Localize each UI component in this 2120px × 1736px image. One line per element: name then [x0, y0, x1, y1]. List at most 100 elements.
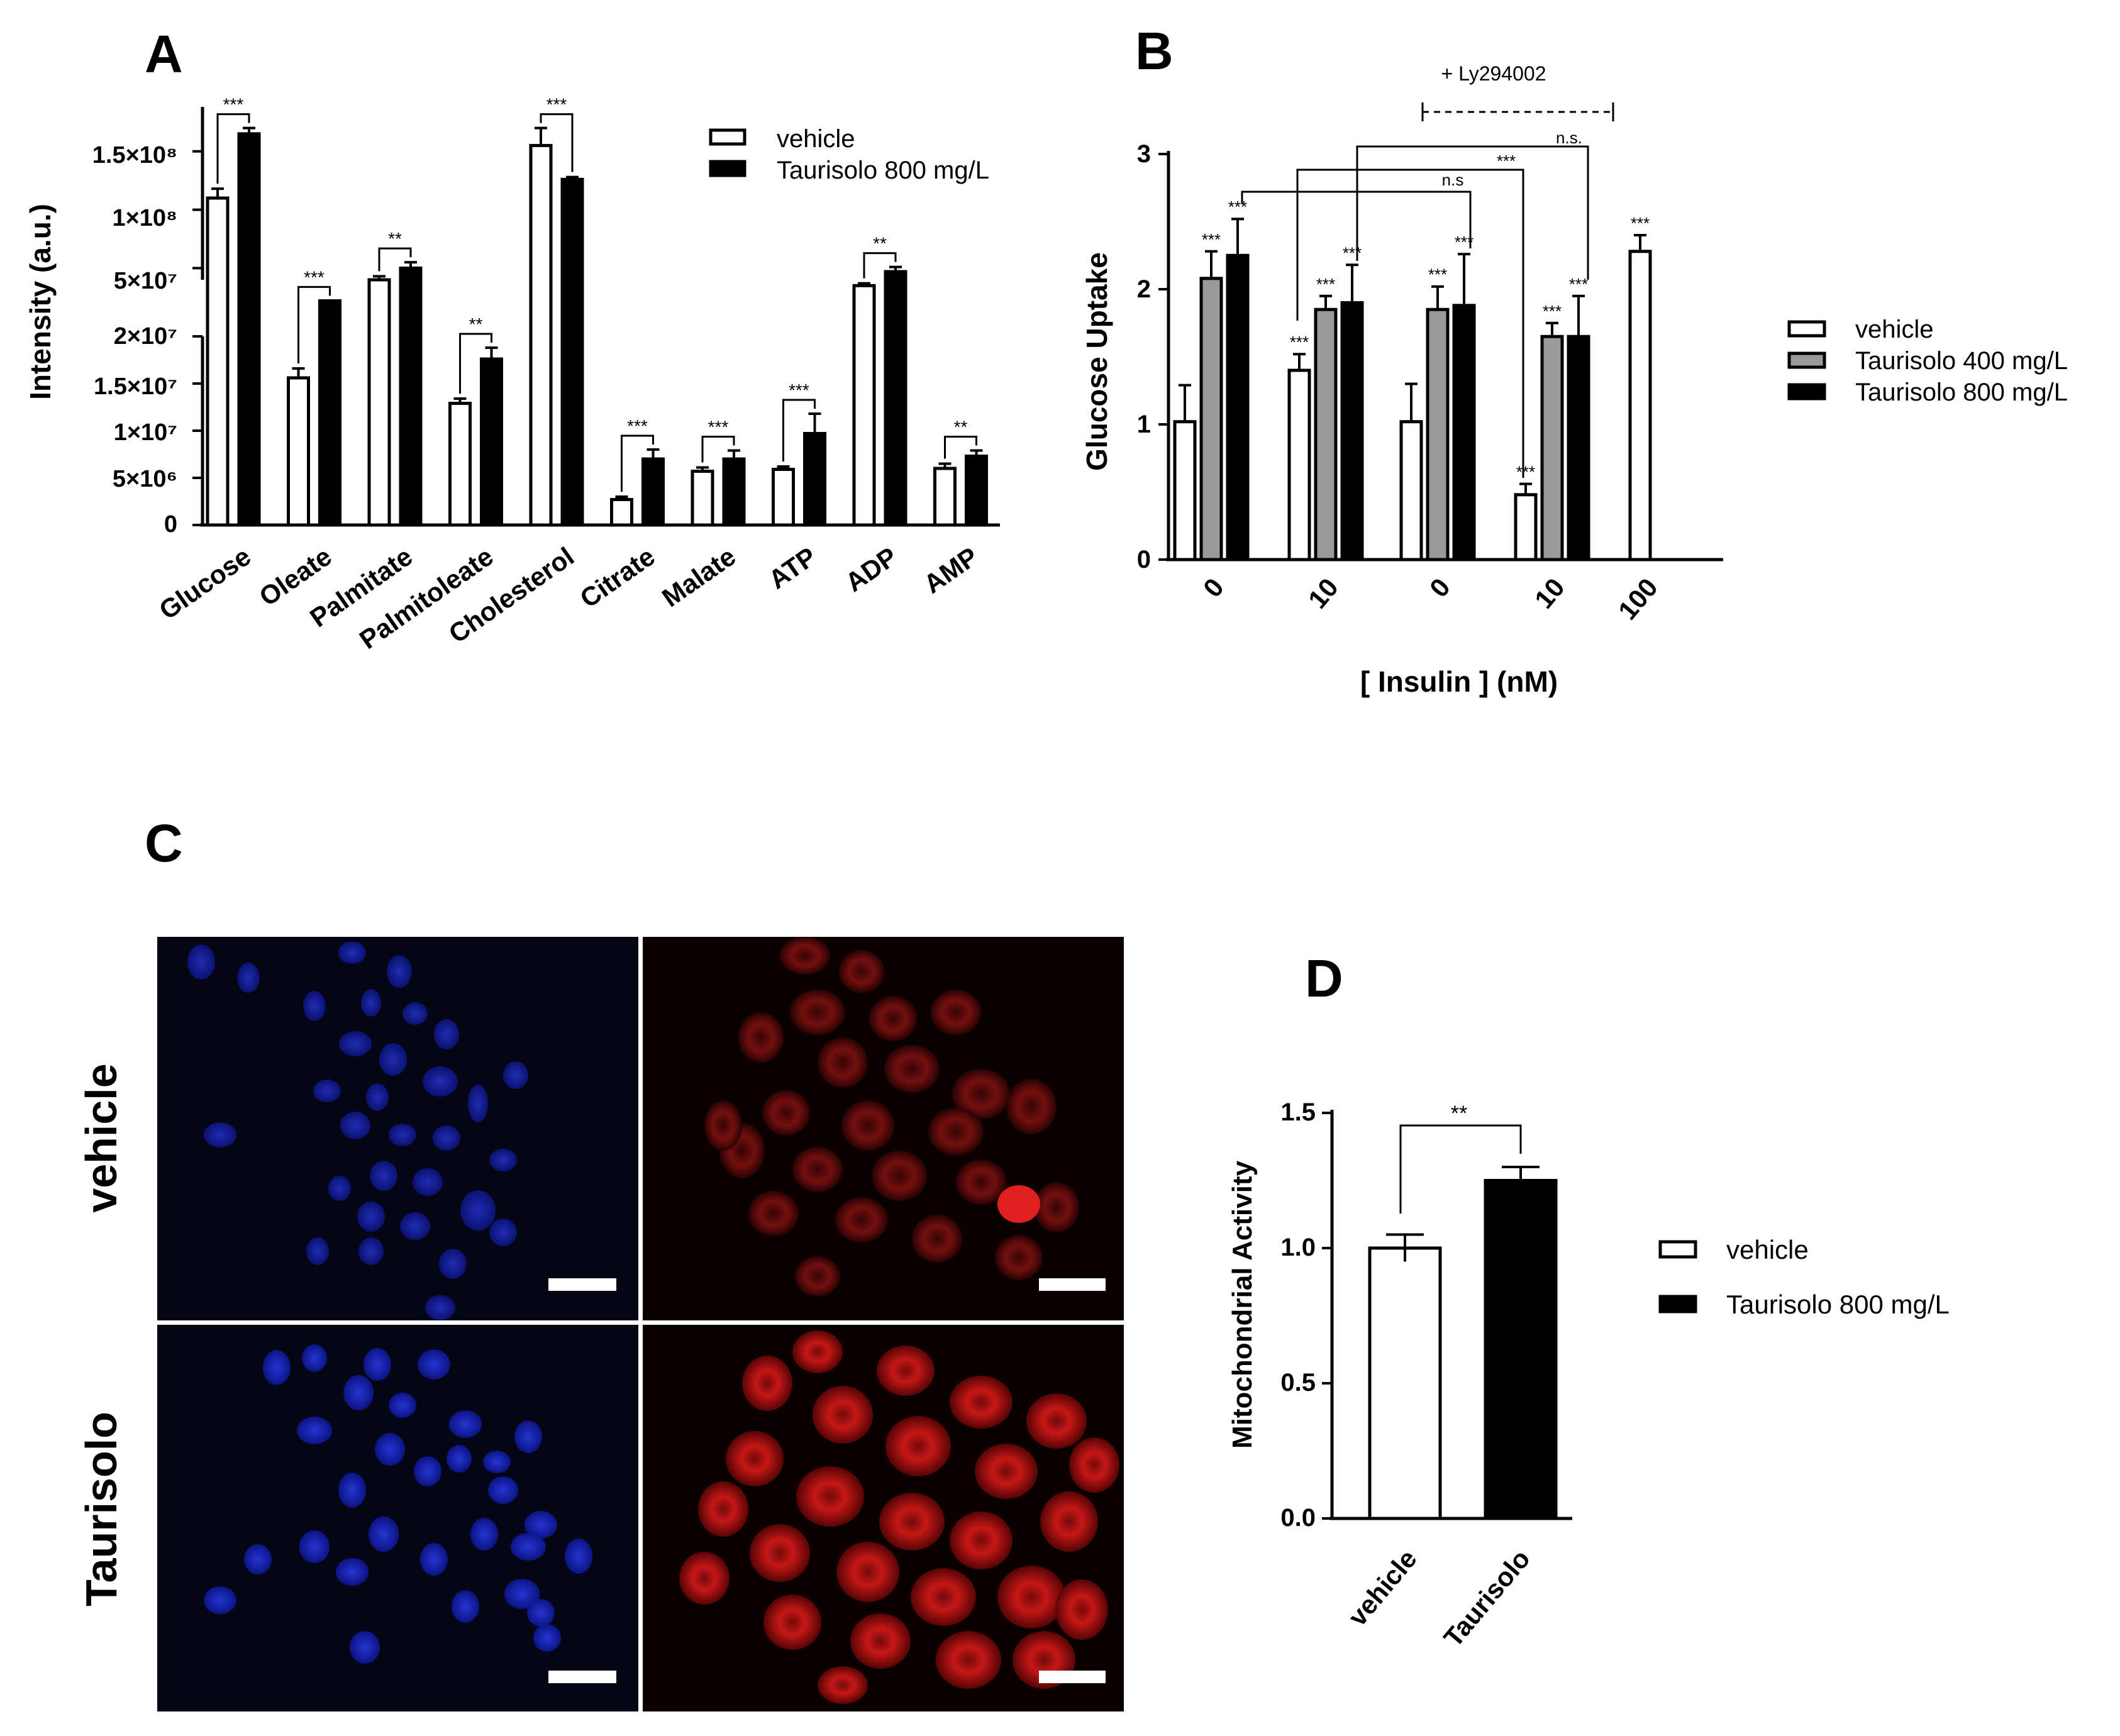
nucleus-taurisolo-19 — [420, 1543, 448, 1576]
nucleus-vehicle-15 — [433, 1125, 460, 1151]
mito-cell-vehicle-3 — [869, 996, 917, 1041]
b-bar-1-0 — [1287, 368, 1311, 561]
b-bar-1-2 — [1340, 301, 1364, 561]
d-tick-0: 0.0 — [1280, 1504, 1316, 1532]
b-star-2-1: *** — [1428, 265, 1447, 284]
b-legend-label-t400: Taurisolo 400 mg/L — [1855, 347, 2068, 375]
chart-d-legend: vehicle Taurisolo 800 mg/L — [1658, 1235, 1950, 1319]
a-tick-1e8: 1×10⁸ — [112, 205, 177, 231]
b-star-1-2: *** — [1343, 243, 1362, 262]
chart-a-significance: **************** ********** — [216, 95, 977, 492]
a-sig-label-3: ** — [469, 314, 483, 334]
chart-a-category-labels: GlucoseOleatePalmitatePalmitoleateCholes… — [153, 541, 983, 655]
panel-letter-b: B — [1135, 21, 1174, 80]
mito-cell-vehicle-7 — [884, 1045, 940, 1093]
chart-a-ylabel: Intensity (a.u.) — [24, 204, 57, 400]
b-star-3-2: *** — [1569, 275, 1588, 294]
d-bar-1 — [1484, 1179, 1558, 1520]
a-bar-vehicle-9 — [933, 467, 957, 527]
a-bar-vehicle-0 — [206, 196, 230, 527]
chart-a-ticks: 0 5×10⁶ 1×10⁷ 1.5×10⁷ 2×10⁷ 5×10⁷ 1×10⁸ … — [92, 142, 177, 538]
a-bar-t800-2 — [399, 266, 423, 527]
mito-cell-taurisolo-8 — [726, 1431, 784, 1486]
a-tick-2e7: 2×10⁷ — [114, 323, 177, 350]
nucleus-taurisolo-14 — [369, 1517, 399, 1552]
b-bar-3-1 — [1540, 334, 1564, 561]
mito-cell-vehicle-18 — [748, 1191, 799, 1236]
comparison-label-ns-1: n.s — [1442, 170, 1464, 189]
d-sig-label: ** — [1451, 1102, 1467, 1125]
nucleus-vehicle-29 — [306, 1237, 329, 1265]
b-legend-swatch-t800 — [1787, 383, 1826, 401]
d-legend-label-t800: Taurisolo 800 mg/L — [1726, 1290, 1950, 1319]
nucleus-taurisolo-26 — [527, 1599, 555, 1627]
d-bar-0 — [1368, 1246, 1442, 1520]
nucleus-vehicle-21 — [328, 1176, 351, 1201]
mito-cell-taurisolo-3 — [1026, 1393, 1087, 1449]
a-sig-bracket-1 — [297, 285, 331, 363]
a-bar-vehicle-1 — [287, 376, 310, 527]
a-sig-label-9: ** — [954, 417, 968, 437]
nucleus-vehicle-28 — [358, 1237, 384, 1265]
ly294002-label: + Ly294002 — [1441, 62, 1546, 85]
mito-cell-vehicle-2 — [790, 990, 845, 1035]
a-sig-bracket-4 — [540, 113, 574, 172]
a-bar-vehicle-6 — [691, 470, 714, 527]
mito-cell-vehicle-22 — [795, 1256, 840, 1296]
nucleus-vehicle-8 — [339, 1031, 372, 1056]
row-label-vehicle: vehicle — [77, 1063, 126, 1212]
b-tick-1: 1 — [1137, 411, 1151, 438]
a-cat-9: AMP — [918, 541, 983, 599]
chart-d: Mitochondrial Activity 0.0 0.5 1.0 1.5 *… — [1227, 1098, 1950, 1652]
a-bar-t800-5 — [641, 457, 665, 527]
nucleus-taurisolo-24 — [204, 1586, 236, 1614]
row-label-taurisolo: Taurisolo — [77, 1412, 126, 1606]
a-sig-bracket-7 — [782, 399, 816, 462]
a-bar-t800-4 — [560, 177, 584, 527]
b-bar-2-0 — [1399, 420, 1423, 561]
chart-b-bars — [1173, 218, 1652, 561]
chart-d-significance: ** — [1399, 1102, 1522, 1214]
nucleus-vehicle-9 — [379, 1043, 407, 1076]
nucleus-taurisolo-10 — [414, 1456, 441, 1486]
b-bar-2-2 — [1452, 304, 1476, 561]
b-group-label-2: 0 — [1424, 573, 1456, 603]
nucleus-taurisolo-12 — [483, 1451, 511, 1473]
b-legend-label-vehicle: vehicle — [1855, 316, 1934, 343]
a-bar-vehicle-4 — [529, 143, 553, 527]
chart-b-xlabel: [ Insulin ] (nM) — [1360, 665, 1558, 698]
mito-cell-taurisolo-18 — [679, 1552, 730, 1605]
b-star-3-1: *** — [1543, 302, 1562, 321]
b-group-label-3: 10 — [1529, 573, 1570, 614]
nucleus-taurisolo-6 — [449, 1410, 482, 1438]
b-star-0-2: *** — [1228, 197, 1247, 216]
nucleus-taurisolo-0 — [263, 1350, 291, 1385]
mito-cell-taurisolo-14 — [750, 1524, 810, 1582]
chart-b: Glucose Uptake 0 1 2 3 *** *** *** *** *** **… — [1080, 62, 2068, 698]
b-legend-swatch-vehicle — [1787, 320, 1826, 338]
b-star-3-0: *** — [1516, 463, 1535, 482]
a-bar-vehicle-3 — [448, 402, 472, 527]
a-cat-6: Malate — [657, 541, 741, 612]
d-legend-label-vehicle: vehicle — [1726, 1235, 1809, 1264]
comparison-line-sig — [1296, 169, 1524, 478]
mito-cell-taurisolo-20 — [850, 1613, 911, 1669]
a-bar-t800-7 — [803, 432, 826, 527]
a-cat-7: ATP — [763, 541, 821, 595]
a-cat-0: Glucose — [153, 541, 256, 626]
mito-cell-taurisolo-16 — [911, 1568, 976, 1626]
b-group-label-0: 0 — [1197, 573, 1229, 603]
mito-cell-taurisolo-21 — [936, 1631, 1001, 1689]
nucleus-taurisolo-21 — [511, 1533, 546, 1561]
comparison-label-ns-2: n.s. — [1556, 128, 1582, 147]
nucleus-vehicle-13 — [340, 1112, 370, 1139]
mito-cell-vehicle-4 — [931, 990, 981, 1035]
nucleus-taurisolo-4 — [343, 1375, 374, 1410]
mito-cell-taurisolo-6 — [885, 1416, 951, 1476]
b-bar-3-2 — [1567, 334, 1590, 561]
a-cat-8: ADP — [840, 541, 903, 597]
nucleus-taurisolo-22 — [565, 1539, 592, 1574]
d-tick-1-5: 1.5 — [1280, 1098, 1316, 1126]
a-sig-label-2: ** — [388, 229, 402, 248]
